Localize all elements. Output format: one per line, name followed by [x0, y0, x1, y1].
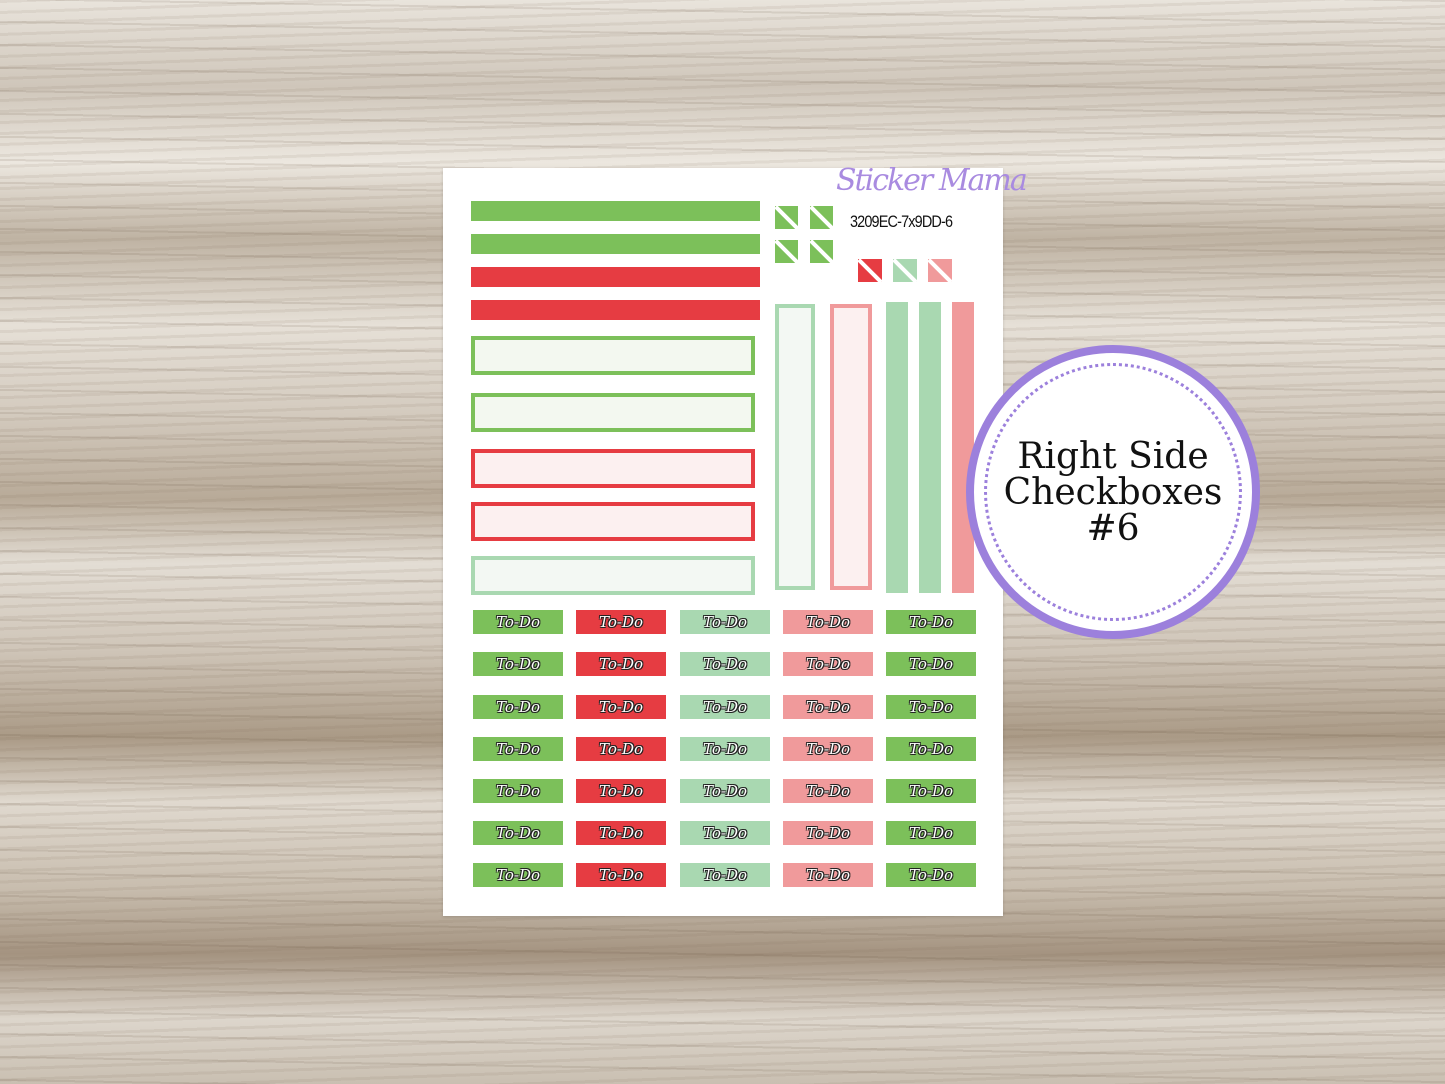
todo-sticker: To-Do: [473, 610, 563, 634]
todo-sticker: To-Do: [783, 652, 873, 676]
todo-sticker: To-Do: [576, 695, 666, 719]
product-code: 3209EC-7x9DD-6: [850, 212, 953, 231]
todo-sticker: To-Do: [473, 652, 563, 676]
todo-sticker: To-Do: [783, 695, 873, 719]
outline-box-sticker: [471, 449, 755, 488]
badge-line-2: Checkboxes: [1003, 472, 1223, 513]
badge-line-1: Right Side: [1017, 436, 1209, 477]
checkbox-sticker: [775, 240, 798, 263]
todo-sticker: To-Do: [783, 863, 873, 887]
todo-sticker: To-Do: [473, 779, 563, 803]
outline-box-sticker: [471, 556, 755, 595]
todo-sticker: To-Do: [886, 652, 976, 676]
todo-sticker: To-Do: [576, 779, 666, 803]
todo-sticker: To-Do: [886, 695, 976, 719]
todo-sticker: To-Do: [576, 863, 666, 887]
todo-sticker: To-Do: [680, 695, 770, 719]
checkbox-sticker: [810, 240, 833, 263]
full-box-sticker: [471, 234, 760, 254]
checkbox-sticker: [928, 259, 952, 282]
todo-sticker: To-Do: [783, 610, 873, 634]
todo-sticker: To-Do: [783, 737, 873, 761]
todo-sticker: To-Do: [886, 610, 976, 634]
todo-sticker: To-Do: [576, 821, 666, 845]
todo-sticker: To-Do: [473, 821, 563, 845]
brand-logo: Sticker Mama: [836, 163, 1028, 198]
checkbox-sticker: [775, 206, 798, 229]
todo-sticker: To-Do: [680, 737, 770, 761]
todo-sticker: To-Do: [783, 821, 873, 845]
vertical-outline-sticker: [775, 304, 815, 590]
todo-sticker: To-Do: [886, 779, 976, 803]
badge-line-3: #6: [1086, 508, 1140, 549]
product-badge: Right Side Checkboxes #6: [966, 345, 1260, 639]
todo-sticker: To-Do: [576, 737, 666, 761]
todo-sticker: To-Do: [680, 779, 770, 803]
full-box-sticker: [471, 267, 760, 287]
outline-box-sticker: [471, 336, 755, 375]
todo-sticker: To-Do: [576, 652, 666, 676]
checkbox-sticker: [858, 259, 882, 282]
todo-sticker: To-Do: [473, 737, 563, 761]
checkbox-sticker: [810, 206, 833, 229]
checkbox-sticker: [893, 259, 917, 282]
todo-sticker: To-Do: [886, 863, 976, 887]
todo-sticker: To-Do: [576, 610, 666, 634]
outline-box-sticker: [471, 393, 755, 432]
full-box-sticker: [471, 201, 760, 221]
vertical-bar-sticker: [952, 302, 974, 593]
vertical-outline-sticker: [830, 304, 872, 590]
full-box-sticker: [471, 300, 760, 320]
outline-box-sticker: [471, 502, 755, 541]
vertical-bar-sticker: [919, 302, 941, 593]
todo-sticker: To-Do: [886, 821, 976, 845]
vertical-bar-sticker: [886, 302, 908, 593]
todo-sticker: To-Do: [886, 737, 976, 761]
todo-sticker: To-Do: [680, 821, 770, 845]
todo-sticker: To-Do: [680, 863, 770, 887]
todo-sticker: To-Do: [783, 779, 873, 803]
todo-sticker: To-Do: [473, 695, 563, 719]
todo-sticker: To-Do: [680, 652, 770, 676]
todo-sticker: To-Do: [473, 863, 563, 887]
badge-dotted-ring: [984, 363, 1242, 621]
todo-sticker: To-Do: [680, 610, 770, 634]
